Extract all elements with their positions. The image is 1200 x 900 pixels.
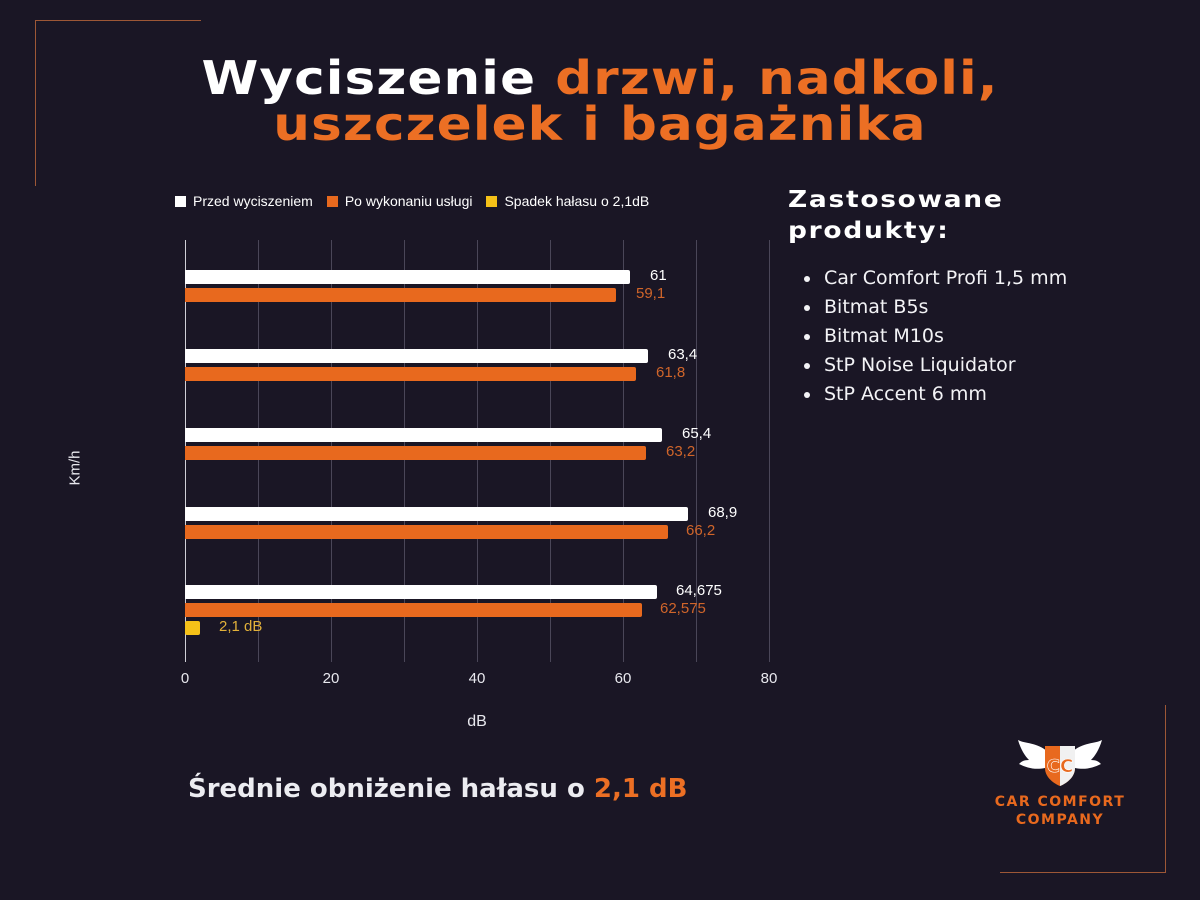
products-heading: Zastosowane produkty:	[788, 185, 1004, 247]
title-orange-part-2: uszczelek i bagażnika	[273, 97, 927, 151]
legend-item-after: Po wykonaniu usługi	[326, 193, 473, 209]
logo-text-line2: COMPANY	[1015, 812, 1105, 828]
company-logo: CC CAR COMFORT COMPANY	[980, 738, 1140, 829]
summary-highlight: 2,1 dB	[593, 774, 688, 804]
bar-before-120	[185, 507, 688, 521]
x-tick-label: 20	[322, 670, 340, 687]
value-label: 66,2	[686, 522, 716, 539]
value-label: 59,1	[636, 285, 666, 302]
bar-after-120	[185, 525, 668, 539]
value-label: 64,675	[676, 582, 722, 599]
value-label: 63,4	[668, 346, 698, 363]
product-item: Bitmat M10s	[800, 322, 1067, 351]
value-label: 61	[650, 267, 667, 284]
page-title: Wyciszenie drzwi, nadkoli, uszczelek i b…	[0, 55, 1200, 147]
bar-drop-average	[185, 621, 200, 635]
summary-label: Średnie obniżenie hałasu o	[188, 774, 594, 804]
products-heading-line1: Zastosowane	[788, 187, 1004, 213]
product-item: StP Noise Liquidator	[800, 351, 1067, 380]
logo-text-line1: CAR COMFORT	[994, 794, 1126, 810]
legend-swatch-white	[175, 195, 186, 207]
gridline	[769, 240, 770, 662]
legend-swatch-orange	[326, 195, 338, 207]
summary-text: Średnie obniżenie hałasu o 2,1 dB	[188, 774, 687, 804]
value-label: 68,9	[708, 504, 738, 521]
decorative-frame-bottom-right	[1000, 705, 1166, 873]
bar-chart: 0 20 40 60 80 dB Km/h 50 61 59,1 70 63,4…	[66, 240, 778, 730]
svg-text:CC: CC	[1047, 756, 1073, 777]
bar-after-90	[185, 446, 646, 460]
bar-before-90	[185, 428, 662, 442]
x-axis-title: dB	[467, 713, 487, 730]
legend-label: Spadek hałasu o 2,1dB	[504, 193, 650, 209]
legend-label: Przed wyciszeniem	[193, 193, 313, 209]
title-white-part: Wyciszenie	[201, 51, 556, 105]
gridline	[696, 240, 697, 662]
product-item: Bitmat B5s	[800, 293, 1067, 322]
legend-item-before: Przed wyciszeniem	[175, 193, 313, 209]
products-heading-line2: produkty:	[788, 218, 950, 244]
value-label: 62,575	[660, 600, 706, 617]
winged-shield-icon: CC	[1018, 740, 1102, 786]
bar-before-average	[185, 585, 657, 599]
bar-before-70	[185, 349, 648, 363]
legend-swatch-yellow	[486, 195, 498, 207]
products-list: Car Comfort Profi 1,5 mm Bitmat B5s Bitm…	[800, 264, 1067, 409]
x-tick-label: 60	[614, 670, 632, 687]
x-tick-label: 0	[180, 670, 190, 687]
value-label: 65,4	[682, 425, 712, 442]
value-label: 63,2	[666, 443, 696, 460]
legend-label: Po wykonaniu usługi	[344, 193, 473, 209]
bar-after-average	[185, 603, 642, 617]
value-label: 2,1 dB	[219, 618, 263, 635]
y-axis-title: Km/h	[66, 450, 84, 486]
decorative-frame-top-left	[35, 20, 201, 186]
bar-before-50	[185, 270, 630, 284]
product-item: StP Accent 6 mm	[800, 380, 1067, 409]
chart-legend: Przed wyciszeniem Po wykonaniu usługi Sp…	[175, 193, 649, 209]
legend-item-drop: Spadek hałasu o 2,1dB	[486, 193, 649, 209]
title-orange-part-1: drzwi, nadkoli,	[555, 51, 999, 105]
bar-after-50	[185, 288, 616, 302]
x-tick-label: 80	[760, 670, 778, 687]
x-tick-label: 40	[468, 670, 486, 687]
value-label: 61,8	[656, 364, 686, 381]
product-item: Car Comfort Profi 1,5 mm	[800, 264, 1067, 293]
bar-after-70	[185, 367, 636, 381]
